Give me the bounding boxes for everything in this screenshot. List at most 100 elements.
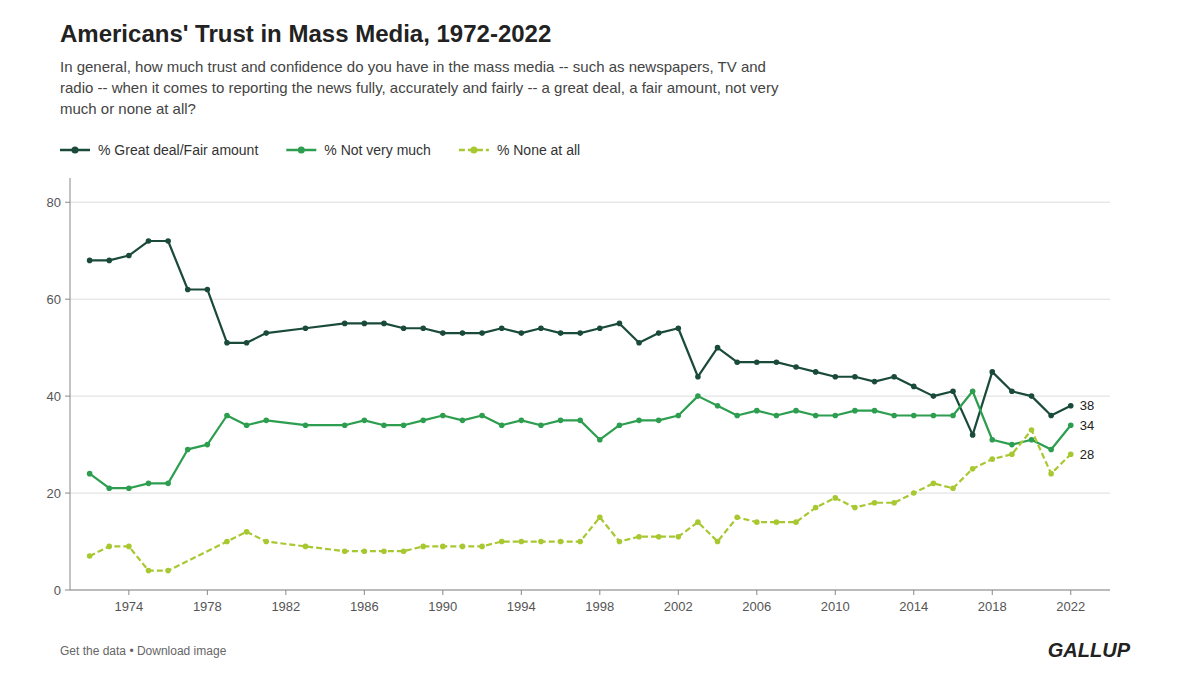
plot-area — [87, 238, 1074, 573]
footer-right: GALLUP — [1048, 639, 1131, 661]
point — [244, 340, 250, 346]
legend-label: % Great deal/Fair amount — [98, 142, 258, 158]
subtitle: radio -- when it comes to reporting the … — [60, 79, 779, 96]
x-axis-line — [70, 590, 1110, 591]
point — [891, 374, 897, 380]
point — [852, 505, 858, 511]
point — [165, 481, 171, 487]
subtitle: much or none at all? — [60, 100, 196, 117]
point — [1009, 451, 1015, 457]
point — [342, 548, 348, 554]
point — [911, 384, 917, 390]
point — [460, 330, 466, 336]
x-tick-label: 2010 — [821, 599, 850, 614]
legend-marker — [298, 147, 305, 154]
grid-line — [70, 299, 1110, 300]
point — [479, 544, 485, 550]
point — [401, 325, 407, 331]
point — [813, 413, 819, 419]
point — [950, 388, 956, 394]
y-tick-label: 20 — [47, 486, 61, 501]
point — [499, 422, 505, 428]
point — [106, 544, 112, 550]
point — [597, 437, 603, 443]
point — [577, 330, 583, 336]
point — [381, 548, 387, 554]
point — [185, 287, 191, 293]
point — [224, 340, 230, 346]
point — [891, 500, 897, 506]
point — [440, 544, 446, 550]
point — [519, 418, 525, 424]
end-label: 34 — [1080, 418, 1094, 433]
point — [558, 330, 564, 336]
point — [617, 539, 623, 545]
point — [676, 413, 682, 419]
point — [165, 238, 171, 244]
y-tick — [65, 396, 70, 397]
point — [695, 393, 701, 399]
y-tick — [65, 590, 70, 591]
point — [558, 539, 564, 545]
point — [342, 321, 348, 327]
point — [87, 553, 93, 559]
point — [695, 374, 701, 380]
point — [87, 471, 93, 477]
point — [303, 325, 309, 331]
y-axis-line — [70, 178, 71, 590]
point — [460, 544, 466, 550]
x-tick — [756, 590, 757, 595]
y-tick-label: 60 — [47, 292, 61, 307]
point — [479, 330, 485, 336]
point — [263, 539, 269, 545]
end-label: 38 — [1080, 398, 1094, 413]
point — [401, 548, 407, 554]
point — [1029, 393, 1035, 399]
point — [87, 258, 93, 264]
point — [656, 534, 662, 540]
point — [1009, 388, 1015, 394]
point — [146, 481, 152, 487]
x-tick-label: 1982 — [271, 599, 300, 614]
x-tick — [678, 590, 679, 595]
legend-item: % Great deal/Fair amount — [60, 142, 258, 158]
point — [224, 539, 230, 545]
point — [244, 422, 250, 428]
point — [342, 422, 348, 428]
point — [989, 369, 995, 375]
point — [519, 539, 525, 545]
title: Americans' Trust in Mass Media, 1972-202… — [60, 20, 551, 47]
y-tick-label: 40 — [47, 389, 61, 404]
axes: 0204060801974197819821986199019941998200… — [47, 178, 1110, 614]
point — [793, 364, 799, 370]
point — [832, 374, 838, 380]
series — [87, 238, 1074, 437]
legend-label: % None at all — [497, 142, 580, 158]
x-tick — [521, 590, 522, 595]
subtitle: In general, how much trust and confidenc… — [60, 58, 766, 75]
point — [931, 413, 937, 419]
point — [676, 325, 682, 331]
x-tick-label: 2018 — [978, 599, 1007, 614]
point — [813, 369, 819, 375]
point — [617, 321, 623, 327]
grid-line — [70, 202, 1110, 203]
legend-item: % None at all — [459, 142, 580, 158]
point — [420, 544, 426, 550]
x-tick — [285, 590, 286, 595]
point — [538, 325, 544, 331]
x-tick-label: 2006 — [742, 599, 771, 614]
point — [126, 253, 132, 259]
series-line — [90, 241, 1071, 435]
point — [774, 359, 780, 365]
point — [1068, 403, 1074, 409]
point — [793, 408, 799, 414]
point — [1048, 413, 1054, 419]
point — [715, 539, 721, 545]
legend-marker — [470, 147, 477, 154]
x-tick — [442, 590, 443, 595]
point — [989, 456, 995, 462]
point — [205, 442, 211, 448]
x-tick-label: 1978 — [193, 599, 222, 614]
point — [1009, 442, 1015, 448]
